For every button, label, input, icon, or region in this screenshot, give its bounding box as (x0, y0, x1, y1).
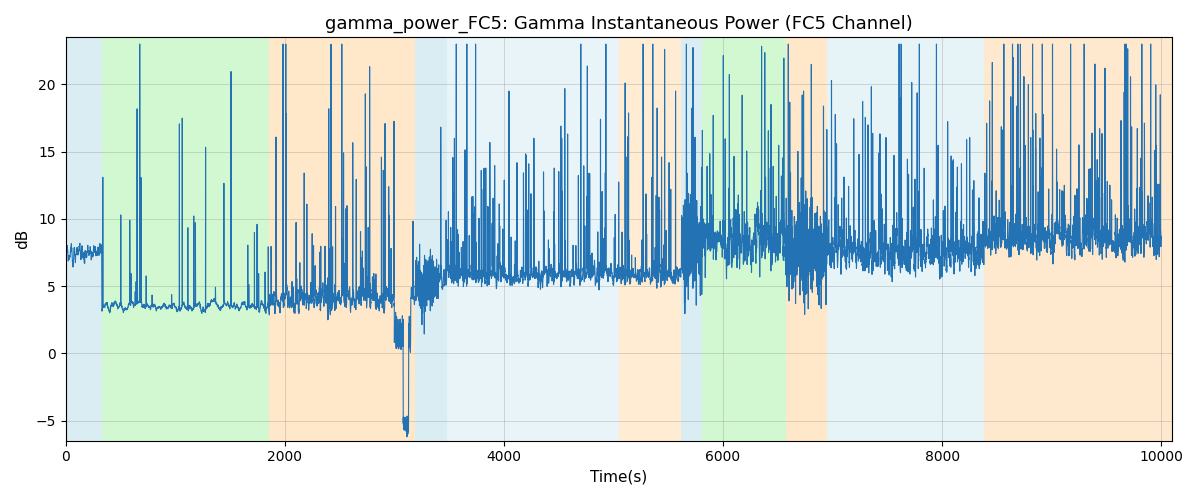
Bar (270, 38, 415, 440)
Bar (66, 38, 102, 440)
Bar (682, 38, 702, 440)
Bar (446, 38, 619, 440)
Bar (619, 38, 682, 440)
Bar (984, 38, 1172, 440)
Bar (415, 38, 446, 440)
Bar (102, 38, 270, 440)
X-axis label: Time(s): Time(s) (590, 470, 648, 485)
Title: gamma_power_FC5: Gamma Instantaneous Power (FC5 Channel): gamma_power_FC5: Gamma Instantaneous Pow… (325, 15, 913, 34)
Bar (786, 38, 827, 440)
Bar (827, 38, 984, 440)
Bar (702, 38, 786, 440)
Y-axis label: dB: dB (16, 229, 30, 249)
